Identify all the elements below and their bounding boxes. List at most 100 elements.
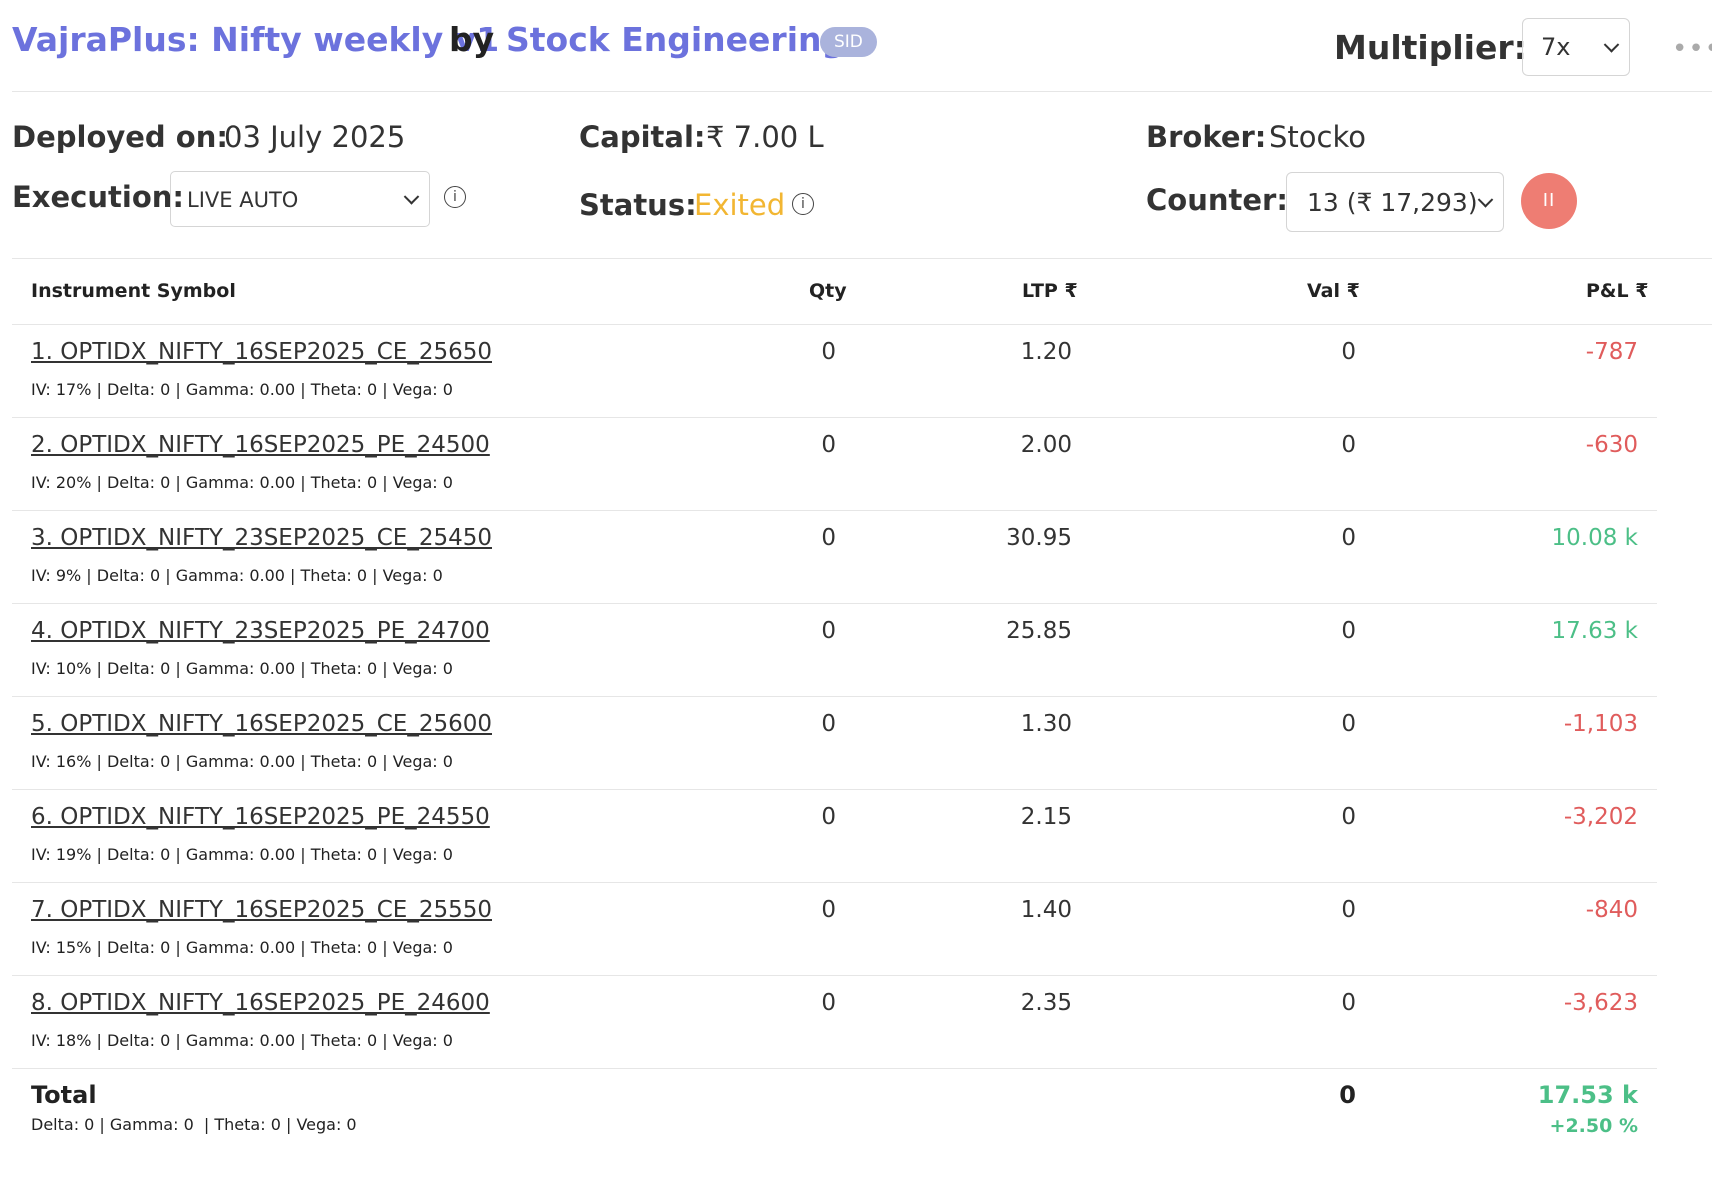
status-info-icon[interactable]: i [792,193,814,215]
header-divider [12,91,1712,92]
row-pnl: -630 [1585,432,1638,458]
execution-info-icon[interactable]: i [444,186,466,208]
row-qty: 0 [821,339,836,365]
total-greeks: Delta: 0 | Gamma: 0 | Theta: 0 | Vega: 0 [31,1115,357,1134]
counter-value: 13 (₹ 17,293) [1307,188,1478,217]
instrument-link[interactable]: 2. OPTIDX_NIFTY_16SEP2025_PE_24500 [31,432,490,458]
broker-value: Stocko [1269,120,1366,154]
instrument-link[interactable]: 7. OPTIDX_NIFTY_16SEP2025_CE_25550 [31,897,492,923]
row-ltp: 2.35 [1020,990,1072,1016]
status-value: Exited [694,188,786,222]
table-row: 8. OPTIDX_NIFTY_16SEP2025_PE_24600 IV: 1… [12,976,1657,1069]
row-qty: 0 [821,432,836,458]
instrument-link[interactable]: 8. OPTIDX_NIFTY_16SEP2025_PE_24600 [31,990,490,1016]
instrument-link[interactable]: 4. OPTIDX_NIFTY_23SEP2025_PE_24700 [31,618,490,644]
by-label: by [449,20,495,59]
table-row: 6. OPTIDX_NIFTY_16SEP2025_PE_24550 IV: 1… [12,790,1657,883]
row-val: 0 [1341,339,1356,365]
header-qty: Qty [809,280,847,302]
table-row: 5. OPTIDX_NIFTY_16SEP2025_CE_25600 IV: 1… [12,697,1657,790]
row-qty: 0 [821,897,836,923]
capital-value: ₹ 7.00 L [706,120,824,154]
capital-label: Capital: [579,120,706,154]
multiplier-label: Multiplier: [1334,28,1527,67]
total-label: Total [31,1081,97,1109]
row-greeks: IV: 17% | Delta: 0 | Gamma: 0.00 | Theta… [31,380,453,399]
deployed-value: 03 July 2025 [224,120,406,154]
row-pnl: -3,623 [1563,990,1638,1016]
row-ltp: 25.85 [1006,618,1072,644]
multiplier-value: 7x [1541,33,1571,61]
instrument-link[interactable]: 6. OPTIDX_NIFTY_16SEP2025_PE_24550 [31,804,490,830]
header-val: Val ₹ [1307,280,1360,302]
row-greeks: IV: 15% | Delta: 0 | Gamma: 0.00 | Theta… [31,938,453,957]
row-val: 0 [1341,804,1356,830]
header-ltp: LTP ₹ [1022,280,1078,302]
pause-button[interactable]: II [1521,173,1577,229]
row-greeks: IV: 16% | Delta: 0 | Gamma: 0.00 | Theta… [31,752,453,771]
row-qty: 0 [821,618,836,644]
row-greeks: IV: 18% | Delta: 0 | Gamma: 0.00 | Theta… [31,1031,453,1050]
row-val: 0 [1341,618,1356,644]
chevron-down-icon [1477,192,1494,208]
status-label: Status: [579,188,697,222]
row-ltp: 1.20 [1020,339,1072,365]
counter-label: Counter: [1146,183,1288,217]
total-val: 0 [1339,1081,1356,1109]
deployed-label: Deployed on: [12,120,228,154]
table-header: Instrument Symbol Qty LTP ₹ Val ₹ P&L ₹ [12,259,1712,325]
positions-table: 1. OPTIDX_NIFTY_16SEP2025_CE_25650 IV: 1… [12,325,1657,1069]
header-instrument-symbol: Instrument Symbol [31,280,236,302]
strategy-header: VajraPlus: Nifty weekly v1 by Stock Engi… [12,14,1712,76]
total-pnl: 17.53 k [1537,1081,1638,1109]
table-row: 3. OPTIDX_NIFTY_23SEP2025_CE_25450 IV: 9… [12,511,1657,604]
owner-link[interactable]: Stock Engineering [506,20,846,59]
row-qty: 0 [821,990,836,1016]
total-pnl-percent: +2.50 % [1549,1115,1638,1137]
header-pnl: P&L ₹ [1586,280,1649,302]
instrument-link[interactable]: 5. OPTIDX_NIFTY_16SEP2025_CE_25600 [31,711,492,737]
row-qty: 0 [821,525,836,551]
table-row: 1. OPTIDX_NIFTY_16SEP2025_CE_25650 IV: 1… [12,325,1657,418]
table-row: 4. OPTIDX_NIFTY_23SEP2025_PE_24700 IV: 1… [12,604,1657,697]
row-val: 0 [1341,897,1356,923]
instrument-link[interactable]: 3. OPTIDX_NIFTY_23SEP2025_CE_25450 [31,525,492,551]
execution-label: Execution: [12,180,184,214]
row-qty: 0 [821,711,836,737]
row-ltp: 2.15 [1020,804,1072,830]
execution-value: LIVE AUTO [187,188,299,212]
more-horizontal-icon[interactable]: ••• [1672,34,1712,64]
row-pnl: -3,202 [1563,804,1638,830]
row-pnl: 10.08 k [1551,525,1638,551]
row-pnl: 17.63 k [1551,618,1638,644]
row-qty: 0 [821,804,836,830]
row-greeks: IV: 10% | Delta: 0 | Gamma: 0.00 | Theta… [31,659,453,678]
total-row: Total Delta: 0 | Gamma: 0 | Theta: 0 | V… [12,1077,1657,1167]
row-greeks: IV: 19% | Delta: 0 | Gamma: 0.00 | Theta… [31,845,453,864]
row-val: 0 [1341,990,1356,1016]
row-pnl: -787 [1585,339,1638,365]
sid-badge: SID [820,27,877,57]
row-greeks: IV: 9% | Delta: 0 | Gamma: 0.00 | Theta:… [31,566,443,585]
table-row: 7. OPTIDX_NIFTY_16SEP2025_CE_25550 IV: 1… [12,883,1657,976]
row-val: 0 [1341,432,1356,458]
instrument-link[interactable]: 1. OPTIDX_NIFTY_16SEP2025_CE_25650 [31,339,492,365]
row-val: 0 [1341,525,1356,551]
row-ltp: 2.00 [1020,432,1072,458]
row-ltp: 30.95 [1006,525,1072,551]
row-pnl: -1,103 [1563,711,1638,737]
row-greeks: IV: 20% | Delta: 0 | Gamma: 0.00 | Theta… [31,473,453,492]
table-row: 2. OPTIDX_NIFTY_16SEP2025_PE_24500 IV: 2… [12,418,1657,511]
row-pnl: -840 [1585,897,1638,923]
chevron-down-icon [1603,37,1620,53]
multiplier-select[interactable]: 7x [1522,18,1630,76]
row-ltp: 1.40 [1020,897,1072,923]
row-ltp: 1.30 [1020,711,1072,737]
strategy-title[interactable]: VajraPlus: Nifty weekly v1 [12,20,500,59]
counter-select[interactable]: 13 (₹ 17,293) [1286,172,1504,232]
section-divider [12,258,1712,259]
chevron-down-icon [403,189,420,205]
execution-select[interactable]: LIVE AUTO [170,171,430,227]
row-val: 0 [1341,711,1356,737]
broker-label: Broker: [1146,120,1267,154]
